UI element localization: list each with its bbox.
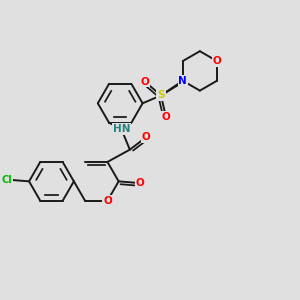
- Text: HN: HN: [112, 124, 130, 134]
- Text: O: O: [140, 76, 149, 87]
- Text: Cl: Cl: [1, 175, 12, 184]
- Text: O: O: [136, 178, 144, 188]
- Text: O: O: [161, 112, 170, 122]
- Text: O: O: [212, 56, 221, 66]
- Text: S: S: [157, 90, 165, 100]
- Text: O: O: [103, 196, 112, 206]
- Text: N: N: [178, 76, 187, 86]
- Text: O: O: [142, 132, 150, 142]
